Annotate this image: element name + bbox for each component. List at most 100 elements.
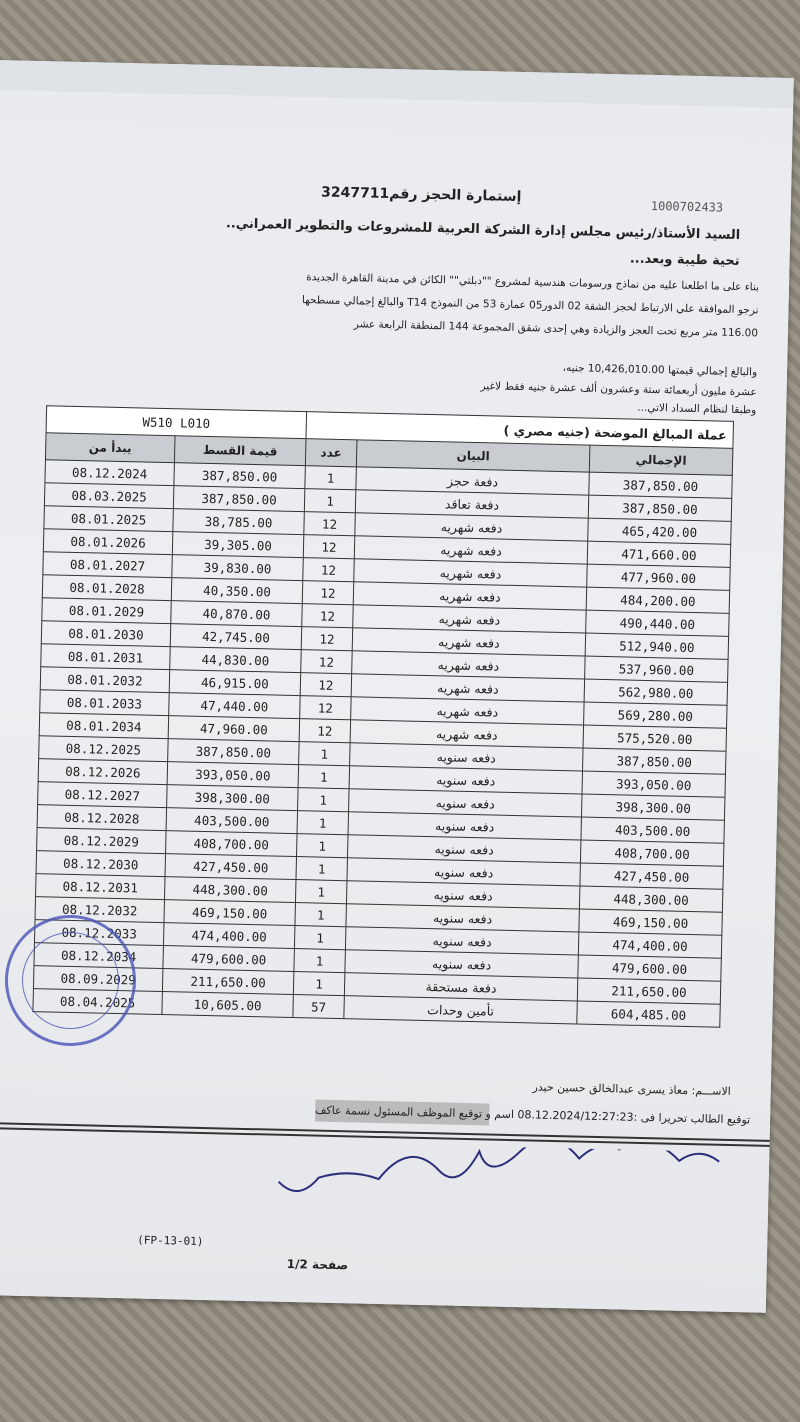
- row-total: 477,960.00: [586, 564, 731, 591]
- row-installment: 408,700.00: [165, 830, 298, 857]
- row-total: 490,440.00: [585, 610, 730, 637]
- row-start-date: 08.03.2025: [44, 482, 174, 509]
- row-installment: 46,915.00: [169, 669, 301, 696]
- row-count: 1: [298, 741, 351, 766]
- reservation-form-page: 1000702433 إستمارة الحجز رقم3247711 السي…: [0, 60, 794, 1313]
- row-count: 1: [294, 902, 347, 927]
- row-installment: 39,830.00: [171, 554, 304, 581]
- row-installment: 387,850.00: [167, 738, 300, 765]
- row-installment: 448,300.00: [164, 876, 296, 903]
- row-installment: 387,850.00: [173, 462, 306, 489]
- row-total: 387,850.00: [588, 495, 732, 522]
- row-start-date: 08.12.2026: [38, 758, 168, 785]
- signature-line: توقيع الطالب تحريرا فى :08.12.2024/12:27…: [314, 1099, 751, 1132]
- row-count: 1: [293, 948, 346, 973]
- row-total: 569,280.00: [583, 702, 728, 729]
- row-total: 398,300.00: [581, 794, 725, 821]
- row-count: 1: [297, 787, 350, 812]
- row-count: 1: [295, 879, 347, 904]
- row-start-date: 08.12.2029: [36, 827, 167, 854]
- row-start-date: 08.12.2031: [35, 873, 166, 900]
- row-description: تأمين وحدات: [343, 995, 578, 1024]
- row-count: 1: [295, 856, 348, 881]
- row-start-date: 08.01.2029: [41, 597, 172, 624]
- row-start-date: 08.01.2032: [40, 666, 170, 693]
- row-count: 12: [302, 580, 354, 605]
- page-number: صفحة 1/2: [286, 1256, 349, 1273]
- row-count: 1: [293, 971, 345, 996]
- row-total: 604,485.00: [576, 1000, 721, 1028]
- reference-number: 1000702433: [650, 198, 724, 215]
- row-count: 1: [304, 465, 357, 490]
- col-total: الإجمالي: [589, 445, 733, 476]
- greeting: تحية طيبة وبعد...: [629, 251, 740, 269]
- form-code: (FP-13-01): [137, 1233, 204, 1249]
- row-count: 12: [299, 695, 352, 720]
- row-installment: 403,500.00: [166, 807, 298, 834]
- row-total: 479,600.00: [577, 954, 722, 982]
- row-start-date: 08.12.2028: [37, 804, 167, 831]
- row-installment: 387,850.00: [173, 485, 305, 512]
- row-total: 512,940.00: [585, 633, 729, 660]
- payment-intro: وطبقا لنظام السداد الاتي...: [637, 401, 757, 417]
- row-installment: 393,050.00: [167, 761, 299, 788]
- row-installment: 479,600.00: [162, 945, 295, 972]
- row-count: 1: [297, 810, 349, 835]
- paper-top-edge: [0, 60, 794, 109]
- row-total: 575,520.00: [583, 725, 727, 752]
- row-start-date: 08.01.2033: [39, 689, 170, 716]
- col-start-date: يبدأ من: [45, 432, 176, 463]
- row-installment: 469,150.00: [163, 899, 296, 926]
- body-line: نرجو الموافقة علي الارتباط لحجز الشقة 02…: [301, 294, 759, 317]
- row-installment: 39,305.00: [172, 531, 304, 558]
- row-count: 57: [292, 994, 345, 1019]
- row-installment: 211,650.00: [162, 968, 294, 995]
- row-installment: 47,440.00: [168, 692, 301, 719]
- row-installment: 40,870.00: [170, 600, 303, 627]
- row-installment: 38,785.00: [172, 508, 305, 535]
- row-start-date: 08.01.2028: [42, 574, 172, 601]
- row-total: 211,650.00: [577, 977, 721, 1005]
- row-total: 465,420.00: [587, 518, 732, 545]
- payment-schedule-table: عملة المبالغ الموضحة (جنيه مصري ) W510 L…: [32, 405, 734, 1028]
- row-total: 403,500.00: [580, 817, 725, 844]
- row-start-date: 08.12.2024: [44, 459, 175, 486]
- row-total: 427,450.00: [579, 863, 724, 890]
- row-count: 1: [304, 488, 356, 513]
- row-start-date: 08.01.2031: [40, 643, 171, 670]
- applicant-name: الاســـم: معاذ يسرى عبدالخالق حسين حيدر: [532, 1080, 731, 1098]
- row-count: 12: [303, 511, 356, 536]
- addressee: السيد الأستاذ/رئيس مجلس إدارة الشركة الع…: [225, 216, 741, 243]
- total-price-line: والبالغ إجمالي قيمتها 10,426,010.00 جنيه…: [562, 361, 758, 379]
- row-total: 474,400.00: [578, 931, 722, 959]
- row-count: 12: [302, 557, 355, 582]
- row-start-date: 08.01.2027: [42, 551, 173, 578]
- body-line: بناء على ما اطلعنا عليه من نماذج ورسومات…: [306, 271, 760, 294]
- row-installment: 44,830.00: [169, 646, 302, 673]
- row-total: 562,980.00: [584, 679, 728, 706]
- row-total: 387,850.00: [588, 472, 733, 499]
- form-title: إستمارة الحجز رقم3247711: [320, 184, 522, 205]
- col-count: عدد: [305, 438, 357, 467]
- row-start-date: 08.01.2030: [41, 620, 171, 647]
- row-start-date: 08.12.2030: [36, 850, 166, 877]
- row-start-date: 08.01.2026: [43, 528, 173, 555]
- row-start-date: 08.01.2025: [43, 505, 174, 532]
- row-total: 387,850.00: [582, 748, 727, 775]
- row-installment: 47,960.00: [168, 715, 300, 742]
- row-installment: 10,605.00: [161, 991, 294, 1018]
- row-start-date: 08.01.2034: [39, 712, 169, 739]
- row-count: 12: [299, 718, 351, 743]
- row-total: 448,300.00: [579, 886, 723, 913]
- handwritten-signature: [277, 1141, 720, 1192]
- row-count: 12: [303, 534, 355, 559]
- row-total: 537,960.00: [584, 656, 729, 683]
- row-count: 1: [294, 925, 346, 950]
- row-total: 469,150.00: [578, 908, 723, 936]
- row-installment: 398,300.00: [166, 784, 299, 811]
- row-count: 1: [298, 764, 350, 789]
- body-line: 116.00 متر مربع تحت العجز والزيادة وهي إ…: [353, 318, 759, 340]
- row-count: 12: [300, 672, 352, 697]
- stamp-inner-ring: [6, 916, 135, 1045]
- row-total: 393,050.00: [581, 771, 726, 798]
